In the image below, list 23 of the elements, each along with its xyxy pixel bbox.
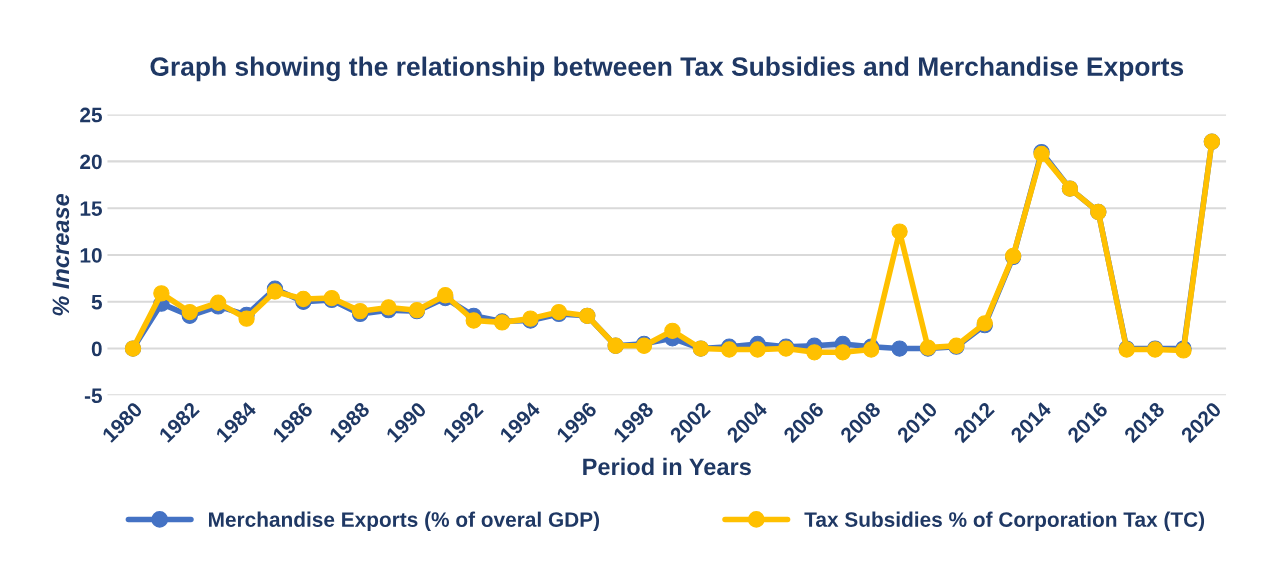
- y-tick-label: 0: [91, 341, 102, 357]
- y-axis-title: % Increase: [52, 193, 70, 316]
- y-tick-label: 25: [80, 107, 102, 123]
- chart-title: Graph showing the relationship betweeen Tax Subsidies and Merchandise Exports: [150, 56, 1184, 82]
- point: [664, 322, 681, 339]
- legend-label: Merchandise Exports (% of overal GDP): [209, 511, 600, 532]
- x-axis-title: Period in Years: [583, 457, 751, 476]
- y-tick-label: -5: [84, 388, 102, 404]
- y-tick-label: 5: [91, 295, 102, 310]
- legend-label: Tax Subsidies % of Corporation Tax (TC): [804, 511, 1205, 532]
- point: [749, 341, 766, 358]
- point: [238, 310, 255, 327]
- y-tick-label: 10: [80, 247, 102, 263]
- point: [806, 344, 823, 361]
- point: [153, 285, 170, 302]
- y-tick-label: 15: [80, 201, 102, 216]
- y-tick-label: 20: [80, 154, 102, 170]
- point: [834, 344, 851, 361]
- point: [891, 223, 908, 240]
- point: [181, 303, 198, 321]
- point: [210, 294, 227, 311]
- point: [465, 312, 482, 329]
- point: [891, 340, 908, 357]
